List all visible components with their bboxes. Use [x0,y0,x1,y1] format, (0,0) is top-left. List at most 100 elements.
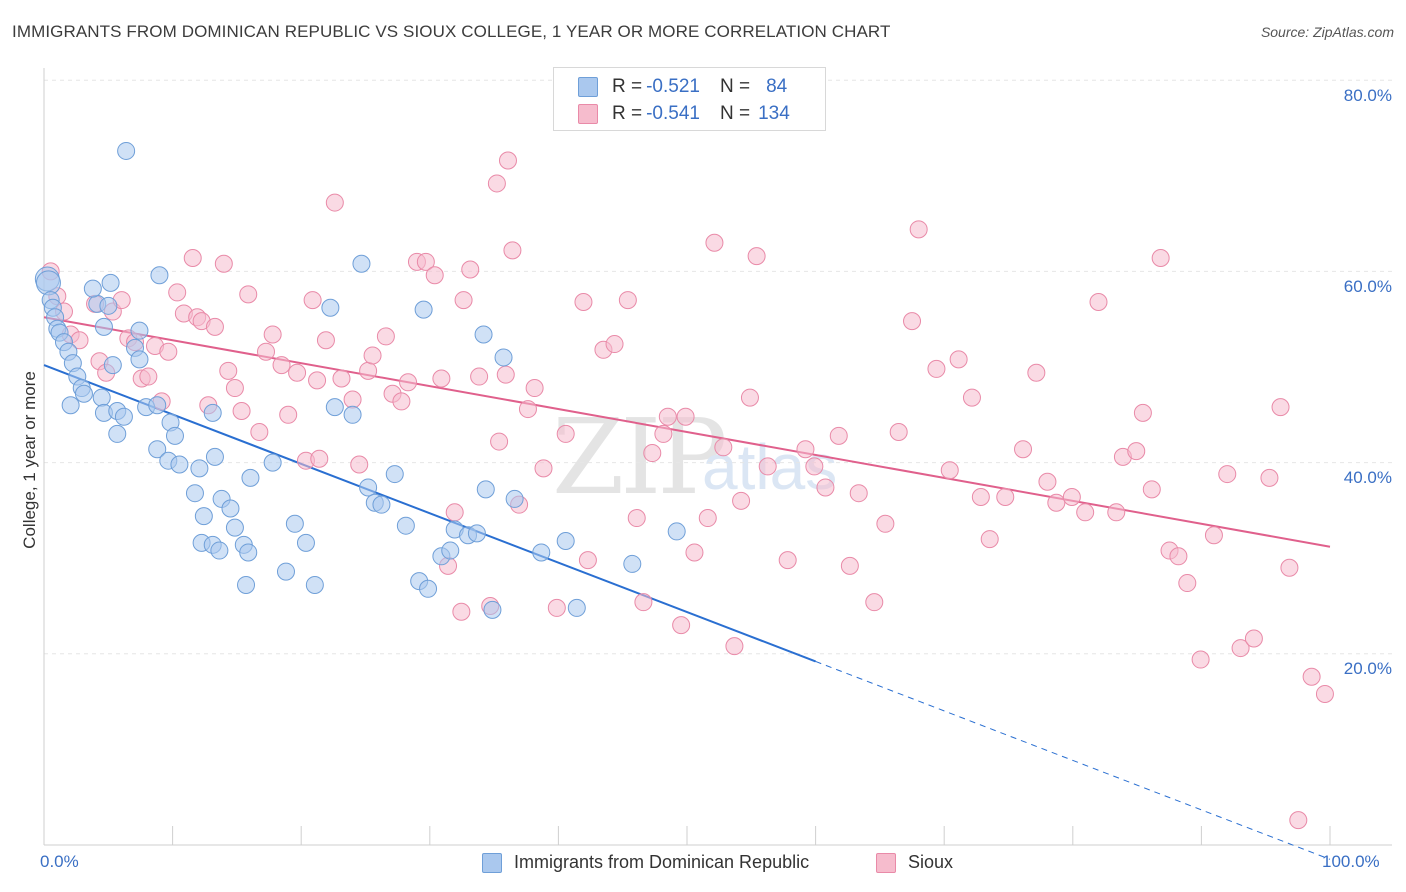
sioux-point [1231,639,1250,658]
sioux-point [1089,292,1108,311]
gridlines [44,79,1392,655]
sioux-point [796,440,815,459]
sioux-point [232,401,251,420]
watermark-zip: ZIP [552,396,727,518]
sioux-point [627,509,646,528]
sioux-point [889,423,908,442]
sioux-point [1271,398,1290,417]
sioux-point [399,373,418,392]
sioux-point [490,432,509,451]
dominican-point [343,405,362,424]
legend-n-value: 134 [758,103,790,124]
sioux-point [168,283,187,302]
sioux-point [503,241,522,260]
sioux-point [705,233,724,252]
sioux-point [758,457,777,476]
sioux-point [658,407,677,426]
sioux-point [1142,480,1161,499]
dominican-point [476,480,495,499]
dominican-point [194,507,213,526]
sioux-point [698,509,717,528]
sioux-point [816,478,835,497]
sioux-point [1076,503,1095,522]
legend-box: R = -0.521 N = 84 R = -0.541 N = 134 [553,67,826,131]
sioux-point [239,285,258,304]
dominican-point [203,403,222,422]
legend-r-label: R = [612,103,643,124]
sioux-point [927,359,946,378]
sioux-point [643,444,662,463]
sioux-point [1218,465,1237,484]
legend-swatch-pink [876,852,896,873]
sioux-point [214,254,233,273]
dominican-point [441,541,460,560]
sioux-point [865,593,884,612]
dominican-point [241,468,260,487]
sioux-point [903,312,922,331]
sioux-point [425,266,444,285]
sioux-point [805,457,824,476]
sioux-point [316,331,335,350]
dominican-point [396,516,415,535]
dominican-point [305,575,324,594]
dominican-point [532,543,551,562]
dominican-point [296,533,315,552]
sioux-point [940,461,959,480]
sioux-point [949,350,968,369]
legend-row-dominican: R = -0.521 N = 84 [578,74,787,100]
sioux-point [672,616,691,635]
dominican-point [352,254,371,273]
sioux-point [829,426,848,445]
sioux-point [1038,472,1057,491]
sioux-point [849,484,868,503]
dominican-point [474,325,493,344]
dominican-point [419,579,438,598]
bottom-legend-sioux: Sioux [876,852,953,873]
sioux-point [257,342,275,361]
sioux-point [1107,503,1126,522]
dominican-point [285,514,304,533]
sioux-point [332,369,351,388]
dominican-point [101,273,120,292]
dominican-point [205,447,224,466]
trend-line-dominican-extension [815,660,1331,860]
sioux-point [1027,363,1046,382]
legend-r-label: R = [612,76,643,97]
sioux-point [183,249,202,268]
dominican-point [185,484,204,503]
y-tick-label: 80.0% [1343,86,1392,105]
sioux-point [634,593,653,612]
dominican-point [210,541,229,560]
sioux-point [1204,526,1223,545]
sioux-point [714,438,733,457]
dominican-point [130,321,149,340]
sioux-point [676,407,695,426]
dominican-point [74,384,93,403]
sioux-point [1151,249,1170,268]
sioux-point [962,388,981,407]
dominican-point [556,531,575,550]
series-sioux-points [41,84,1334,830]
dominican-point [221,499,240,518]
sioux-point [159,342,178,361]
sioux-point [1280,558,1299,577]
sioux-point [525,379,544,398]
sioux-point [461,260,480,279]
sioux-point [263,325,282,344]
sioux-point [980,530,999,549]
sioux-point [996,488,1015,507]
legend-n-label: N = [719,76,751,97]
sioux-point [740,388,759,407]
sioux-point [445,503,464,522]
sioux-point [487,174,506,193]
sioux-point [876,514,895,533]
dominican-point [92,388,111,407]
sioux-point [250,423,269,442]
sioux-point [308,371,327,390]
sioux-point [1191,650,1210,669]
trend-lines [43,316,1331,860]
dominican-point [359,478,378,497]
sioux-point [1178,574,1197,593]
dominican-point [239,543,258,562]
